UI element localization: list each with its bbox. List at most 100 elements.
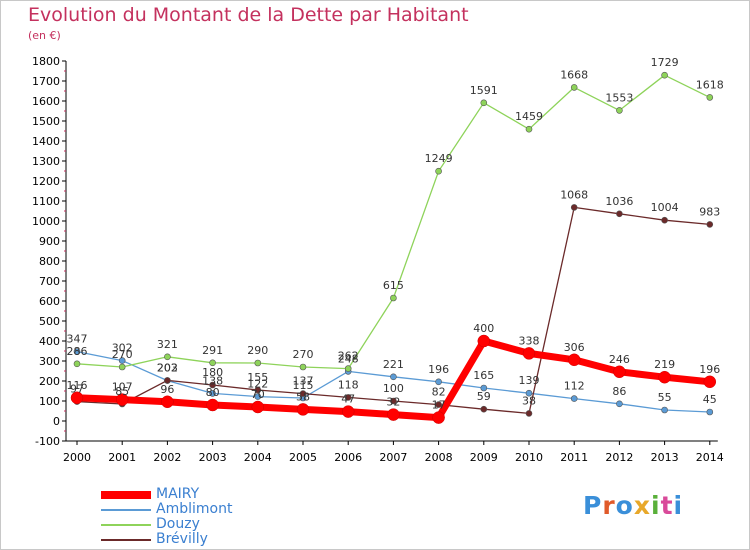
data-label-douzy: 1553 bbox=[605, 91, 633, 104]
data-label-brevilly: 97 bbox=[70, 383, 84, 396]
logo-letter: x bbox=[633, 491, 651, 520]
data-label-douzy: 1591 bbox=[470, 84, 498, 97]
data-point-douzy bbox=[73, 360, 81, 368]
data-point-douzy bbox=[570, 84, 578, 91]
y-tick-label: 1300 bbox=[32, 155, 60, 168]
data-label-mairy: 219 bbox=[654, 358, 675, 371]
data-label-mairy: 80 bbox=[206, 386, 220, 399]
data-point-brevilly bbox=[616, 210, 623, 218]
data-point-mairy bbox=[115, 393, 129, 406]
y-tick-label: 1200 bbox=[32, 175, 60, 188]
data-point-amblimont bbox=[706, 408, 714, 416]
data-point-brevilly bbox=[390, 397, 397, 405]
data-label-amblimont: 112 bbox=[564, 380, 585, 393]
x-tick-label: 2008 bbox=[425, 451, 453, 464]
x-tick-label: 2001 bbox=[108, 451, 136, 464]
data-label-brevilly: 1004 bbox=[651, 201, 679, 214]
data-label-amblimont: 165 bbox=[473, 369, 494, 382]
legend: MAIRY Amblimont Douzy Brévilly bbox=[101, 487, 301, 547]
y-tick-label: 800 bbox=[39, 255, 60, 268]
data-point-douzy bbox=[209, 359, 216, 367]
data-point-brevilly bbox=[344, 394, 352, 401]
data-label-brevilly: 38 bbox=[522, 394, 536, 407]
data-label-mairy: 338 bbox=[519, 334, 540, 347]
data-label-brevilly: 983 bbox=[699, 205, 720, 218]
data-point-mairy bbox=[387, 408, 400, 421]
y-tick-label: 1800 bbox=[32, 55, 60, 68]
x-tick-label: 2014 bbox=[696, 451, 724, 464]
data-labels: 347 302 202 138 122 115 248 221 196 165 139 112 86 55… bbox=[67, 56, 724, 411]
y-tick-label: 200 bbox=[39, 375, 60, 388]
axes: -100 0 100 200 300 400 500 600 700 800 900 1000 1100… bbox=[32, 55, 724, 464]
x-tick-label: 2013 bbox=[651, 451, 679, 464]
y-tick-label: 1100 bbox=[32, 195, 60, 208]
data-point-amblimont bbox=[118, 357, 126, 364]
data-point-mairy bbox=[341, 405, 355, 418]
data-label-douzy: 270 bbox=[112, 348, 133, 361]
data-label-brevilly: 137 bbox=[293, 375, 314, 388]
data-point-amblimont bbox=[480, 384, 488, 392]
data-point-amblimont bbox=[390, 373, 397, 381]
data-point-amblimont bbox=[525, 389, 533, 397]
data-label-mairy: 246 bbox=[609, 353, 630, 366]
data-point-brevilly bbox=[480, 405, 488, 413]
x-tick-label: 2003 bbox=[199, 451, 227, 464]
legend-item-douzy: Douzy bbox=[101, 517, 301, 532]
x-tick-label: 2000 bbox=[63, 451, 91, 464]
y-tick-label: 400 bbox=[39, 335, 60, 348]
legend-swatch-amblimont bbox=[101, 509, 151, 511]
data-label-amblimont: 347 bbox=[67, 333, 88, 346]
data-label-douzy: 270 bbox=[293, 348, 314, 361]
data-point-mairy bbox=[658, 370, 671, 384]
x-tick-label: 2007 bbox=[379, 451, 407, 464]
data-label-amblimont: 196 bbox=[428, 363, 449, 376]
data-label-brevilly: 1068 bbox=[560, 188, 588, 201]
data-point-mairy bbox=[296, 403, 310, 416]
y-tick-label: 900 bbox=[39, 235, 60, 248]
data-label-amblimont: 122 bbox=[247, 378, 268, 391]
legend-label-mairy: MAIRY bbox=[156, 486, 200, 502]
data-point-douzy bbox=[299, 363, 307, 371]
data-label-douzy: 286 bbox=[67, 345, 88, 358]
data-label-mairy: 32 bbox=[386, 396, 400, 409]
data-point-douzy bbox=[706, 94, 714, 101]
legend-label-brevilly: Brévilly bbox=[156, 531, 208, 547]
data-label-douzy: 262 bbox=[338, 350, 359, 363]
data-point-brevilly bbox=[209, 381, 216, 389]
y-tick-label: 1500 bbox=[32, 115, 60, 128]
data-point-douzy bbox=[164, 353, 171, 361]
data-point-brevilly bbox=[525, 410, 533, 417]
y-tick-label: 500 bbox=[39, 315, 60, 328]
y-tick-label: -100 bbox=[35, 435, 60, 448]
data-point-brevilly bbox=[254, 386, 262, 394]
data-label-douzy: 1729 bbox=[651, 56, 679, 69]
data-point-douzy bbox=[435, 167, 442, 175]
x-tick-label: 2010 bbox=[515, 451, 543, 464]
logo-letter: o bbox=[615, 491, 634, 520]
data-label-brevilly: 155 bbox=[247, 371, 268, 384]
x-tick-label: 2011 bbox=[560, 451, 588, 464]
data-label-amblimont: 248 bbox=[338, 352, 359, 365]
data-label-brevilly: 85 bbox=[115, 385, 129, 398]
data-label-douzy: 1249 bbox=[425, 152, 453, 165]
data-point-douzy bbox=[661, 71, 668, 79]
legend-item-amblimont: Amblimont bbox=[101, 502, 301, 517]
data-label-amblimont: 115 bbox=[293, 379, 314, 392]
data-label-douzy: 1618 bbox=[696, 78, 724, 91]
data-label-douzy: 321 bbox=[157, 338, 178, 351]
data-point-douzy bbox=[118, 363, 126, 371]
data-label-mairy: 47 bbox=[341, 393, 355, 406]
data-label-mairy: 196 bbox=[699, 363, 720, 376]
data-label-amblimont: 139 bbox=[519, 374, 540, 387]
data-point-amblimont bbox=[209, 390, 216, 397]
logo-letter: i bbox=[651, 491, 661, 520]
data-label-douzy: 290 bbox=[247, 344, 268, 357]
data-point-brevilly bbox=[570, 204, 578, 211]
legend-label-amblimont: Amblimont bbox=[156, 501, 233, 517]
data-label-brevilly: 59 bbox=[477, 390, 491, 403]
data-point-amblimont bbox=[254, 393, 262, 400]
data-label-brevilly: 203 bbox=[157, 361, 178, 374]
logo-letter: t bbox=[660, 491, 674, 520]
data-label-douzy: 1668 bbox=[560, 68, 588, 81]
